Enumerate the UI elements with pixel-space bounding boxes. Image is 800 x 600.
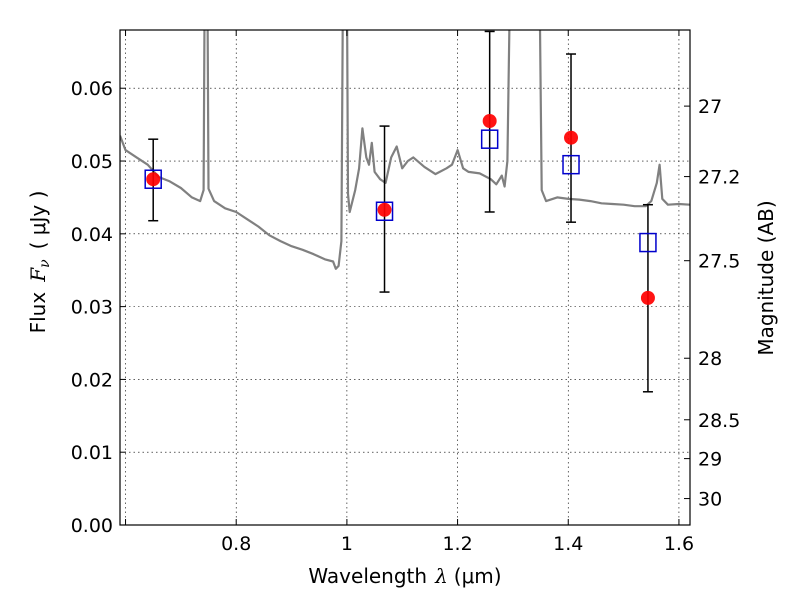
plot-frame [119, 29, 691, 526]
spectrum-line [120, 30, 690, 270]
y2-tick-label: 28.5 [698, 410, 740, 432]
y-tick-label: 0.00 [71, 515, 113, 537]
x-tick-label: 0.8 [221, 533, 251, 555]
data-point [564, 130, 579, 145]
x-tick-label: 1 [341, 533, 353, 555]
model-square [562, 154, 580, 175]
y2-tick-label: 27.5 [698, 251, 740, 273]
data-point [377, 202, 392, 217]
y2-tick-label: 28 [698, 348, 722, 370]
model-square [480, 129, 499, 149]
y-tick-label: 0.05 [71, 151, 113, 173]
x-tick-label: 1.4 [553, 533, 583, 555]
grid [120, 30, 690, 526]
y2-tick-label: 29 [698, 449, 722, 471]
x-tick-label: 1.2 [442, 533, 472, 555]
y-tick-label: 0.02 [71, 369, 113, 391]
data-point [482, 113, 497, 128]
model-square [375, 201, 394, 222]
y2-tick-label: 27.2 [698, 167, 740, 189]
y-tick-label: 0.03 [71, 297, 113, 319]
data-point [146, 172, 161, 187]
y-tick-label: 0.04 [71, 224, 113, 246]
model-square [639, 232, 657, 253]
y2-tick-label: 27 [698, 96, 722, 118]
model-square [144, 169, 162, 189]
x-axis-title: Wavelength λ (μm) [308, 564, 501, 588]
y-tick-label: 0.01 [71, 442, 113, 464]
y2-tick-label: 30 [698, 489, 722, 511]
y-tick-label: 0.06 [71, 78, 113, 100]
y2-axis-title: Magnitude (AB) [754, 200, 778, 355]
data-point [640, 290, 655, 305]
y-axis-title: FluxFν( μJy ) [26, 191, 53, 334]
x-tick-label: 1.6 [664, 533, 694, 555]
